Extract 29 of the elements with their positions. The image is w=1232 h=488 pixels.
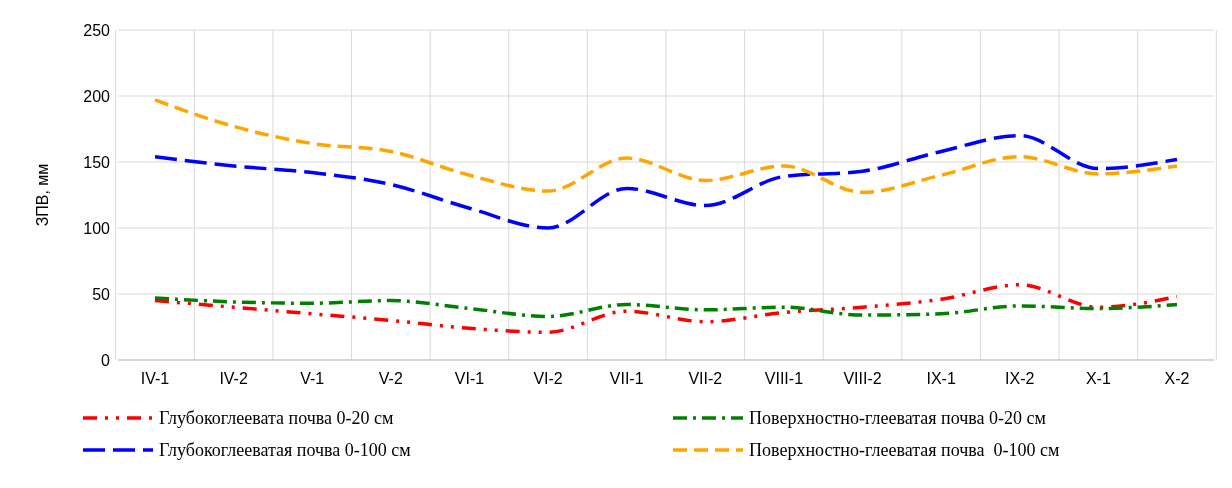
- x-tick-label: V-1: [300, 370, 325, 387]
- legend-label: Поверхностно-глееватая почва 0-100 см: [749, 440, 1060, 461]
- y-tick-label: 50: [92, 285, 111, 303]
- x-tick-label: VI-1: [454, 370, 485, 387]
- line-series: [153, 296, 1179, 319]
- x-tick-label: VII-2: [688, 370, 723, 387]
- line-series: [153, 98, 1179, 195]
- x-tick-label: X-2: [1164, 370, 1190, 387]
- x-tick-label: VIII-2: [843, 370, 882, 387]
- x-tick-label: VII-1: [609, 370, 644, 387]
- x-tick-label: IV-2: [219, 370, 248, 387]
- y-axis-title: ЗПВ, мм: [34, 163, 51, 227]
- y-tick-label: 200: [83, 87, 111, 105]
- x-tick-label: V-2: [378, 370, 403, 387]
- x-tick-label: X-1: [1085, 370, 1111, 387]
- y-tick-label: 150: [83, 153, 111, 171]
- y-tick-label: 100: [83, 219, 111, 237]
- x-tick-label: VI-2: [533, 370, 563, 387]
- x-tick-label: IV-1: [140, 370, 170, 387]
- line-series: [153, 283, 1179, 335]
- line-series: [153, 133, 1179, 230]
- x-tick-label: VIII-1: [764, 370, 804, 387]
- legend-label: Глубокоглеевата почва 0-20 см: [159, 408, 394, 429]
- legend-label: Глубокоглееватая почва 0-100 см: [159, 440, 411, 461]
- legend-label: Поверхностно-глееватая почва 0-20 см: [749, 408, 1046, 429]
- y-tick-label: 250: [83, 21, 111, 39]
- x-tick-label: IX-2: [1005, 370, 1035, 387]
- x-tick-label: IX-1: [926, 370, 956, 387]
- y-tick-label: 0: [101, 351, 111, 369]
